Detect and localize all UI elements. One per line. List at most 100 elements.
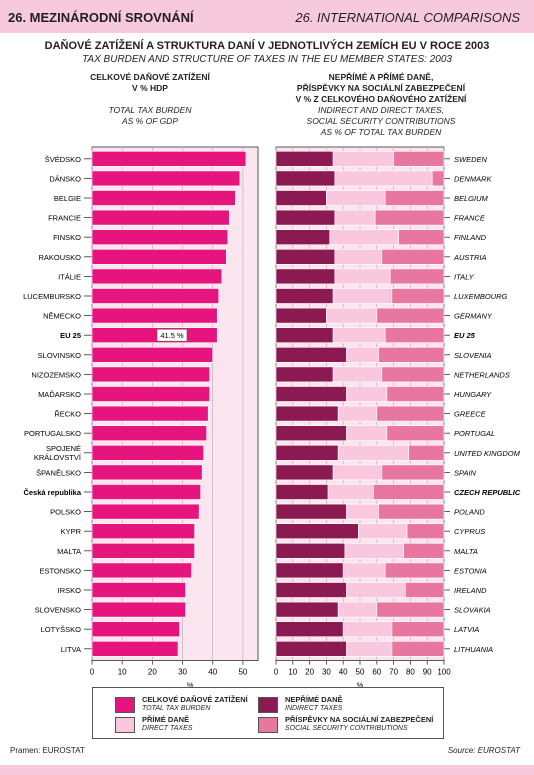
left-category-label: NIZOZEMSKO [31,370,81,379]
right-category-label: EU 25 [454,331,476,340]
indirect-segment [275,151,334,167]
indirect-segment [275,484,329,500]
right-category-label: NETHERLANDS [454,370,510,379]
right-heading-cz-line2: PŘÍSPĚVKY NA SOCIÁLNÍ ZABEZPEČENÍ [296,83,466,93]
right-category-label: LUXEMBOURG [454,292,508,301]
total-tax-bar [91,601,186,618]
left-tick-label: 50 [238,668,247,677]
legend-label-total-cz: CELKOVÉ DAŇOVÉ ZATÍŽENÍ [142,695,248,704]
indirect-segment [275,190,327,206]
direct-segment [332,151,394,167]
direct-segment [346,640,393,657]
social-segment [386,386,445,402]
left-category-label: SLOVINSKO [38,351,82,360]
social-segment [373,484,445,500]
left-category-label: MALTA [57,547,81,556]
page-header: 26. MEZINÁRODNÍ SROVNÁNÍ 26. INTERNATION… [0,0,534,33]
legend-label-total-en: TOTAL TAX BURDEN [142,705,211,712]
legend-swatch-social [258,717,278,733]
right-category-label: FRANCE [454,214,486,223]
chart-canvas: 0 10 20 30 40 50% ŠVÉDSKO DÁNSKO BELGIE FRANCIE FI… [23,146,521,690]
left-category-label: FRANCIE [48,214,81,223]
indirect-segment [275,346,347,363]
left-tick-label: 10 [118,668,127,677]
indirect-segment [275,503,347,520]
right-category-label: HUNGARY [454,390,492,399]
right-heading-en-line3: AS % OF TOTAL TAX BURDEN [320,127,442,137]
total-tax-bar [91,327,218,344]
right-category-label: CYPRUS [454,527,485,536]
right-heading-cz: NEPŘÍMÉ A PŘÍMÉ DANĚ, PŘÍSPĚVKY NA SOCIÁ… [266,72,496,105]
left-category-label: LITVA [61,645,81,654]
total-tax-bar [91,640,179,657]
source-cz: Pramen: EUROSTAT [10,746,85,755]
indirect-segment [275,405,339,422]
total-tax-bar [91,307,218,324]
right-category-label: ESTONIA [454,566,487,575]
right-category-label: SLOVAKIA [454,606,491,615]
eu-value-label: 41.5 % [160,331,184,340]
right-tick-label: 60 [372,668,381,677]
left-heading-cz-line2: V % HDP [132,83,168,93]
social-segment [374,209,445,226]
left-category-label: BELGIE [54,194,81,203]
left-heading-en-line2: AS % OF GDP [121,116,179,126]
total-tax-bar [91,621,180,638]
legend: CELKOVÉ DAŇOVÉ ZATÍŽENÍ TOTAL TAX BURDEN… [92,687,444,739]
left-category-label: Česká republika [23,488,81,497]
left-tick-label: 30 [178,668,187,677]
left-category-label: ŠVÉDSKO [45,155,81,164]
total-tax-bar [91,190,236,206]
total-tax-bar [91,346,214,363]
right-tick-label: 80 [406,668,415,677]
right-heading-cz-line1: NEPŘÍMÉ A PŘÍMÉ DANĚ, [328,72,434,82]
left-tick-label: 40 [208,668,217,677]
left-category-label: ŠPANĚLSKO [36,468,81,477]
direct-segment [334,209,376,226]
direct-segment [344,542,404,559]
total-tax-bar [91,209,230,226]
right-tick-label: 10 [288,668,297,677]
eu-value-box [156,328,188,342]
total-tax-bar [91,542,195,559]
left-category-label: FINSKO [53,233,81,242]
left-category-label: RAKOUSKO [38,253,81,262]
right-tick-label: 90 [423,668,432,677]
right-heading-en-line1: INDIRECT AND DIRECT TAXES, [317,105,445,115]
header-title-en: 26. INTERNATIONAL COMPARISONS [295,10,520,25]
left-category-label: NĚMECKO [43,312,81,321]
indirect-segment [275,542,346,559]
indirect-segment [275,562,344,579]
left-category-label: KYPR [61,527,82,536]
direct-segment [332,464,383,481]
left-category-label: ŘECKO [54,410,81,419]
total-tax-bar [91,582,186,598]
indirect-segment [275,307,327,324]
total-tax-bar [91,249,227,265]
right-category-label: GREECE [454,410,487,419]
social-segment [381,464,445,481]
direct-segment [334,249,383,265]
indirect-segment [275,209,336,226]
left-category-label: ITÁLIE [58,272,81,281]
right-category-label: ITALY [454,272,475,281]
total-tax-bar [91,425,207,442]
left-tick-label: 20 [148,668,157,677]
social-segment [378,503,445,520]
right-category-label: AUSTRIA [453,253,487,262]
indirect-segment [275,229,331,245]
right-axis-unit: % [357,681,364,690]
social-segment [389,268,445,285]
header-title-cz: 26. MEZINÁRODNÍ SROVNÁNÍ [8,10,194,25]
social-segment [431,170,445,187]
social-segment [403,542,445,559]
left-tick-label: 0 [90,668,95,677]
direct-segment [332,288,393,304]
indirect-segment [275,249,336,265]
indirect-segment [275,170,336,187]
total-tax-bar [91,386,211,402]
social-segment [391,288,445,304]
total-tax-bar [91,523,195,540]
right-category-label: CZECH REPUBLIC [454,488,521,497]
legend-label-social-en: SOCIAL SECURITY CONTRIBUTIONS [285,725,408,732]
